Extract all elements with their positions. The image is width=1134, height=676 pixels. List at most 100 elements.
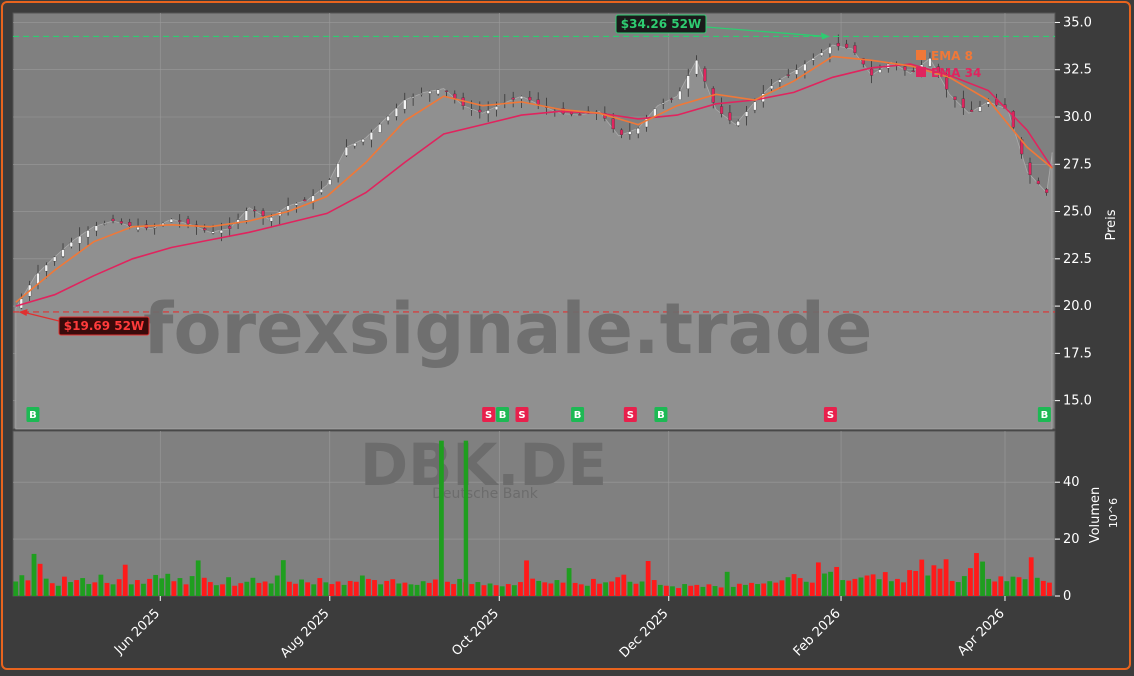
candle-body [803, 63, 807, 71]
volume-bar [13, 581, 19, 596]
volume-bar [408, 584, 414, 596]
volume-bar [317, 578, 323, 596]
candle-body [69, 242, 73, 247]
candle-body [403, 99, 407, 110]
candle-body [703, 68, 707, 82]
volume-bar [943, 559, 949, 596]
volume-bar [779, 580, 785, 596]
volume-bar [572, 582, 578, 596]
price-tick-label: 32.5 [1063, 63, 1092, 78]
volume-bar [1034, 577, 1040, 596]
volume-bar [505, 584, 511, 596]
candle-body [820, 52, 824, 56]
volume-bar [700, 586, 706, 596]
x-tick-label: Feb 2026 [791, 606, 844, 659]
volume-bar [49, 583, 55, 596]
volume-bar [439, 440, 444, 596]
volume-tick-label: 0 [1063, 589, 1071, 604]
volume-bar [566, 568, 572, 596]
volume-bar [718, 587, 724, 596]
price-tick-label: 17.5 [1063, 346, 1092, 361]
volume-axis-label: Volumen [1088, 487, 1103, 544]
volume-bar [925, 575, 931, 596]
volume-bar [961, 576, 967, 596]
candle-body [878, 69, 882, 73]
volume-bar [305, 582, 311, 596]
candle-body [636, 128, 640, 134]
candle-body [478, 109, 482, 113]
volume-bar [530, 578, 536, 596]
candle-body [728, 112, 732, 121]
signal-label: S [827, 410, 834, 421]
candle-body [319, 189, 323, 193]
52w-low-arrowhead [18, 308, 28, 316]
volume-bar [432, 579, 438, 596]
volume-bar [797, 578, 803, 596]
candle-body [453, 93, 457, 99]
candle-body [169, 218, 173, 223]
candle-body [311, 195, 315, 203]
volume-bar [268, 583, 274, 596]
volume-bar [767, 581, 773, 596]
volume-bar [639, 581, 645, 596]
volume-bar [931, 565, 937, 596]
signal-label: B [29, 410, 37, 421]
volume-bar [226, 577, 231, 596]
volume-bars [13, 440, 1052, 596]
52w-high-arrowhead [820, 32, 830, 40]
watermark: forexsignale.trade [143, 288, 872, 370]
volume-bar [487, 583, 493, 596]
volume-bar [615, 577, 621, 596]
candle-body [419, 93, 424, 95]
volume-bar [323, 582, 329, 596]
volume-bar [189, 576, 195, 596]
volume-bar [882, 572, 888, 596]
volume-bar [299, 579, 304, 596]
volume-bar [353, 581, 359, 596]
legend-swatch-ema8 [916, 50, 926, 60]
candle-body [720, 106, 724, 114]
x-tick-label: Aug 2025 [278, 606, 333, 661]
volume-bar [378, 584, 384, 596]
volume-bar [955, 582, 961, 596]
volume-bar [244, 581, 250, 596]
volume-bar [913, 570, 919, 596]
buy-signal-marker [654, 407, 668, 422]
volume-bar [1028, 557, 1034, 596]
candle-body [953, 96, 957, 100]
price-axis-label: Preis [1104, 209, 1119, 240]
candle-body [870, 68, 874, 76]
sell-signal-marker [482, 407, 496, 422]
candle-body [269, 217, 273, 222]
volume-bar [80, 578, 86, 596]
candle-body [1028, 162, 1032, 175]
volume-bar [621, 574, 627, 596]
volume-bar [469, 584, 475, 596]
candle-body [111, 218, 115, 222]
price-tick-label: 25.0 [1063, 205, 1092, 220]
candle-body [686, 75, 690, 89]
volume-bar [803, 581, 809, 596]
52w-low-box [58, 316, 150, 336]
volume-bar [475, 582, 481, 596]
candle-body [494, 106, 499, 110]
candle-body [211, 231, 215, 234]
candle-body [103, 223, 107, 225]
candle-body [428, 91, 432, 94]
volume-bar [1047, 582, 1052, 596]
candle-body [219, 230, 223, 234]
volume-bar [390, 579, 396, 596]
sell-signal-marker [623, 407, 637, 422]
volume-bar [888, 581, 894, 596]
legend-label-ema34: EMA 34 [931, 66, 981, 80]
price-tick-label: 30.0 [1063, 110, 1092, 125]
volume-bar [426, 582, 432, 596]
volume-bar [907, 570, 912, 596]
candle-body [344, 147, 348, 156]
sell-signal-marker [515, 407, 529, 422]
volume-bar [542, 582, 548, 596]
candle-body [253, 209, 257, 212]
volume-bar [280, 560, 286, 596]
ema34-line [15, 63, 1053, 307]
volume-bar [712, 586, 718, 596]
